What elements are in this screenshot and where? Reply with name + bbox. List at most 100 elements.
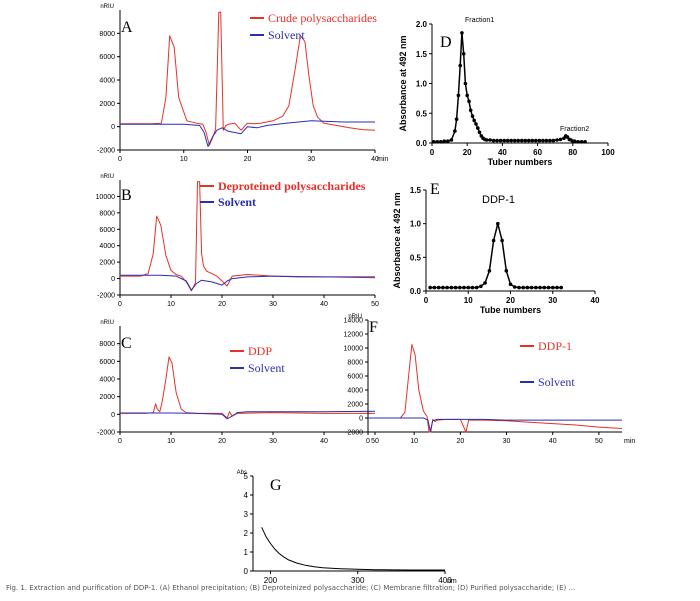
data-point — [460, 31, 464, 35]
y-tick-label: 0.5 — [416, 109, 428, 118]
data-point — [432, 285, 437, 290]
x-tick-label: 0 — [118, 438, 122, 445]
data-point — [488, 138, 492, 142]
data-point — [500, 238, 504, 243]
y-tick-label: 0 — [359, 416, 363, 423]
data-point — [474, 122, 478, 126]
data-point — [465, 93, 470, 98]
legend-label: Deproteined polysaccharides — [218, 179, 366, 193]
data-point — [441, 285, 445, 290]
data-point — [491, 238, 496, 243]
x-unit-label: min — [377, 156, 388, 163]
y-tick-label: 8000 — [99, 341, 115, 348]
panel-letter: E — [430, 181, 440, 198]
y-tick-label: 6000 — [99, 359, 115, 366]
x-tick-label: 10 — [180, 156, 188, 163]
panel-letter: D — [440, 34, 452, 51]
data-point — [428, 285, 433, 290]
data-point — [583, 140, 587, 144]
x-tick-label: 20 — [456, 438, 464, 445]
x-tick-label: 30 — [548, 296, 557, 305]
x-tick-label: 40 — [591, 296, 600, 305]
legend-label: Crude polysaccharides — [268, 11, 377, 25]
data-point — [445, 285, 449, 290]
data-point — [530, 138, 535, 143]
x-tick-label: 60 — [533, 148, 542, 157]
x-tick-label: 30 — [269, 301, 277, 308]
y-tick-label: 8000 — [99, 31, 115, 38]
y-tick-label: 4000 — [99, 243, 115, 250]
y-tick-label: 1.0 — [410, 220, 422, 229]
data-point — [559, 285, 563, 290]
data-point — [508, 282, 513, 287]
x-tick-label: 0 — [118, 156, 122, 163]
legend-label: DDP — [248, 344, 272, 358]
data-point — [512, 138, 517, 143]
data-point — [439, 140, 443, 144]
data-point — [472, 118, 477, 123]
y-tick-label: 1.5 — [416, 50, 428, 59]
x-tick-label: 40 — [549, 438, 557, 445]
y-tick-label: -2000 — [97, 293, 115, 300]
y-tick-label: 4000 — [99, 78, 115, 85]
y-tick-label: 0.0 — [410, 287, 422, 296]
y-unit-label: nRIU — [348, 314, 362, 320]
series-line — [120, 11, 376, 146]
series-line — [120, 410, 376, 420]
y-tick-label: 6000 — [99, 54, 115, 61]
x-tick-label: 20 — [218, 301, 226, 308]
data-point — [551, 285, 555, 290]
legend-label: Solvent — [248, 361, 285, 375]
data-point — [456, 93, 461, 98]
panel-letter: A — [121, 19, 133, 36]
data-point — [541, 138, 545, 143]
y-unit-label: nRIU — [100, 4, 114, 10]
data-point — [546, 285, 551, 290]
y-tick-label: 0 — [111, 276, 115, 283]
data-point — [555, 285, 559, 290]
x-tick-label: 50 — [595, 438, 603, 445]
x-tick-label: 20 — [463, 148, 472, 157]
data-point — [432, 140, 436, 144]
data-point — [517, 285, 521, 290]
data-point — [449, 285, 454, 290]
x-tick-label: 50 — [371, 438, 379, 445]
x-axis-title: Tuber numbers — [488, 157, 553, 167]
x-tick-label: 30 — [269, 438, 277, 445]
data-point — [436, 285, 441, 290]
y-tick-label: -2000 — [97, 430, 115, 437]
legend-label: DDP-1 — [538, 339, 572, 353]
data-point — [454, 117, 459, 121]
y-axis-title: Absorbance at 492 nm — [392, 192, 402, 288]
data-point — [435, 140, 440, 144]
y-tick-label: 0.5 — [410, 253, 422, 262]
y-unit-label: Abs — [237, 470, 247, 476]
x-tick-label: 10 — [167, 438, 175, 445]
x-tick-label: 10 — [167, 301, 175, 308]
x-tick-label: 10 — [410, 438, 418, 445]
annotation-label: DDP-1 — [482, 194, 515, 206]
y-tick-label: 6000 — [347, 374, 363, 381]
data-point — [442, 139, 447, 143]
panel-letter: G — [270, 477, 282, 494]
data-point — [495, 138, 499, 143]
series-line — [261, 527, 445, 571]
data-point — [520, 138, 524, 143]
y-axis-title: Absorbance at 492 nm — [398, 35, 408, 131]
y-tick-label: -2000 — [345, 430, 363, 437]
data-point — [449, 138, 454, 142]
x-unit-label: nm — [447, 578, 457, 585]
data-point — [504, 269, 509, 273]
x-tick-label: 100 — [601, 148, 615, 157]
chart-panel-b: 0 10 20 30 40 50-20000200040006000800010000nR… — [96, 174, 379, 308]
y-tick-label: 5 — [244, 472, 249, 481]
data-point — [483, 281, 487, 285]
y-tick-label: 8000 — [347, 360, 363, 367]
data-point — [446, 139, 450, 143]
data-point — [551, 138, 556, 143]
data-point — [498, 138, 503, 143]
y-tick-label: 4000 — [347, 388, 363, 395]
y-tick-label: 10000 — [96, 194, 116, 201]
chart-panel-d: 0 20 40 60 80 100 0.0 0.5 1.0 1.5 2.0 Tuber numbers… — [398, 17, 615, 167]
